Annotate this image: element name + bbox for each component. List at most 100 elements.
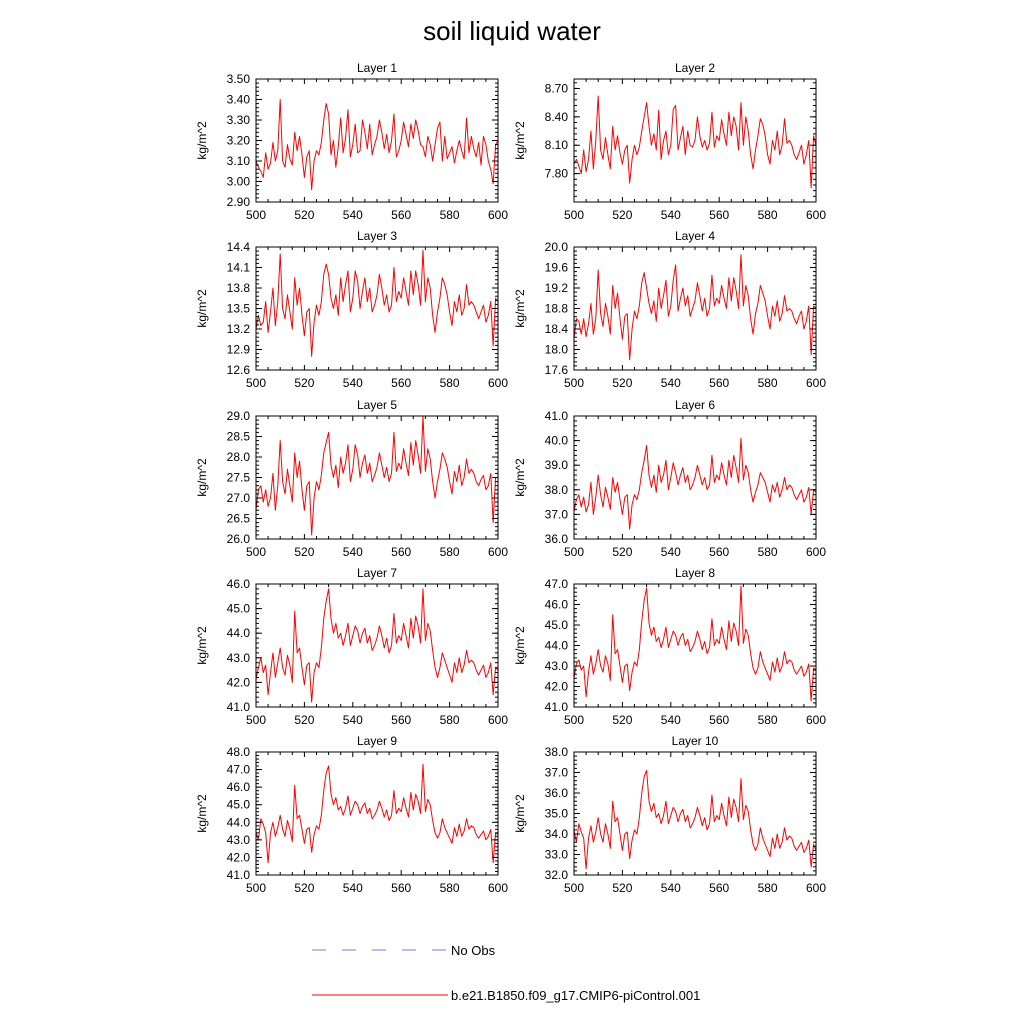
x-tick-label: 560	[391, 376, 411, 390]
y-axis-label: kg/m^2	[195, 626, 209, 665]
panel-title: Layer 4	[675, 229, 715, 243]
legend-label: No Obs	[451, 943, 496, 958]
x-tick-label: 500	[564, 713, 584, 727]
y-axis-label: kg/m^2	[195, 121, 209, 160]
x-tick-label: 500	[564, 208, 584, 222]
y-tick-label: 20.0	[545, 240, 569, 254]
x-tick-label: 540	[661, 881, 681, 895]
x-tick-label: 600	[488, 713, 508, 727]
y-tick-label: 36.0	[545, 786, 569, 800]
y-tick-label: 13.8	[227, 281, 251, 295]
plot-frame	[255, 415, 499, 540]
x-tick-label: 600	[488, 208, 508, 222]
series-line	[573, 95, 817, 189]
plot-frame	[573, 246, 817, 371]
x-tick-label: 560	[391, 713, 411, 727]
x-tick-label: 500	[246, 545, 266, 559]
panel-title: Layer 9	[357, 734, 397, 748]
figure-title: soil liquid water	[423, 16, 601, 46]
x-tick-label: 520	[612, 881, 632, 895]
x-tick-label: 600	[806, 881, 826, 895]
panel-layer-1: Layer 1 kg/m^2 500 520 540 560 580 600 2.90 3.00 3…	[195, 61, 508, 222]
series-line	[255, 415, 498, 536]
panel-layer-4: Layer 4 kg/m^2 500 520 540 560 580 600 17.6 18.0 1…	[513, 229, 826, 390]
y-tick-label: 13.2	[227, 322, 251, 336]
x-tick-label: 540	[661, 713, 681, 727]
y-tick-label: 44.0	[545, 639, 569, 653]
y-tick-label: 40.0	[545, 434, 569, 448]
x-tick-label: 520	[612, 208, 632, 222]
series-line	[573, 437, 817, 530]
y-tick-label: 46.0	[227, 780, 251, 794]
y-tick-label: 19.2	[545, 281, 569, 295]
x-tick-label: 580	[758, 545, 778, 559]
plot-frame	[573, 583, 817, 708]
y-tick-label: 3.30	[227, 113, 251, 127]
panel-layer-7: Layer 7 kg/m^2 500 520 540 560 580 600 41.0 42.0 4…	[195, 566, 508, 727]
x-tick-label: 580	[758, 208, 778, 222]
y-tick-label: 41.0	[545, 409, 569, 423]
x-tick-label: 580	[758, 376, 778, 390]
x-tick-label: 500	[564, 545, 584, 559]
x-tick-label: 600	[806, 713, 826, 727]
panel-grid: Layer 1 kg/m^2 500 520 540 560 580 600 2.90 3.00 3…	[195, 61, 826, 895]
y-tick-label: 3.40	[227, 93, 251, 107]
x-tick-label: 500	[564, 881, 584, 895]
panel-layer-2: Layer 2 kg/m^2 500 520 540 560 580 600 7.80 8.10 8…	[513, 61, 826, 222]
x-tick-label: 520	[294, 208, 314, 222]
series-line	[573, 585, 817, 702]
y-tick-label: 13.5	[227, 302, 251, 316]
x-tick-label: 580	[440, 208, 460, 222]
panel-title: Layer 1	[357, 61, 397, 75]
y-tick-label: 41.0	[227, 700, 251, 714]
x-tick-label: 580	[758, 713, 778, 727]
y-tick-label: 27.0	[227, 491, 251, 505]
y-tick-label: 3.00	[227, 175, 251, 189]
y-tick-label: 34.0	[545, 827, 569, 841]
plot-frame	[255, 583, 499, 708]
panel-title: Layer 5	[357, 398, 397, 412]
y-tick-label: 7.80	[545, 167, 569, 181]
series-line	[255, 763, 499, 864]
y-tick-label: 45.0	[545, 618, 569, 632]
x-tick-label: 580	[440, 881, 460, 895]
y-tick-label: 18.0	[545, 343, 569, 357]
x-tick-label: 580	[440, 376, 460, 390]
x-tick-label: 540	[661, 376, 681, 390]
y-tick-label: 28.0	[227, 450, 251, 464]
x-tick-label: 600	[488, 376, 508, 390]
y-tick-label: 42.0	[227, 850, 251, 864]
y-tick-label: 48.0	[227, 745, 251, 759]
y-axis-label: kg/m^2	[513, 289, 527, 328]
panel-title: Layer 6	[675, 398, 715, 412]
y-tick-label: 46.0	[545, 598, 569, 612]
x-tick-label: 540	[343, 208, 363, 222]
panel-layer-8: Layer 8 kg/m^2 500 520 540 560 580 600 41.0 42.0 4…	[513, 566, 826, 727]
y-axis-label: kg/m^2	[513, 794, 527, 833]
x-tick-label: 600	[806, 208, 826, 222]
y-tick-label: 43.0	[545, 659, 569, 673]
y-axis-label: kg/m^2	[195, 794, 209, 833]
plot-frame	[255, 78, 499, 203]
y-tick-label: 42.0	[545, 680, 569, 694]
x-tick-label: 500	[564, 376, 584, 390]
y-tick-label: 8.40	[545, 110, 569, 124]
y-tick-label: 35.0	[545, 807, 569, 821]
y-tick-label: 18.8	[545, 302, 569, 316]
y-tick-label: 3.10	[227, 154, 251, 168]
legend-label: b.e21.B1850.f09_g17.CMIP6-piControl.001	[451, 988, 700, 1003]
x-tick-label: 500	[246, 713, 266, 727]
y-tick-label: 18.4	[545, 322, 569, 336]
x-tick-label: 560	[391, 208, 411, 222]
x-tick-label: 520	[294, 713, 314, 727]
x-tick-label: 600	[806, 545, 826, 559]
x-tick-label: 540	[343, 376, 363, 390]
panel-title: Layer 10	[672, 734, 719, 748]
legend-item: No Obs	[312, 943, 496, 958]
x-tick-label: 500	[246, 208, 266, 222]
y-tick-label: 41.0	[545, 700, 569, 714]
y-tick-label: 43.0	[227, 833, 251, 847]
x-tick-label: 520	[612, 545, 632, 559]
series-line	[573, 769, 817, 870]
